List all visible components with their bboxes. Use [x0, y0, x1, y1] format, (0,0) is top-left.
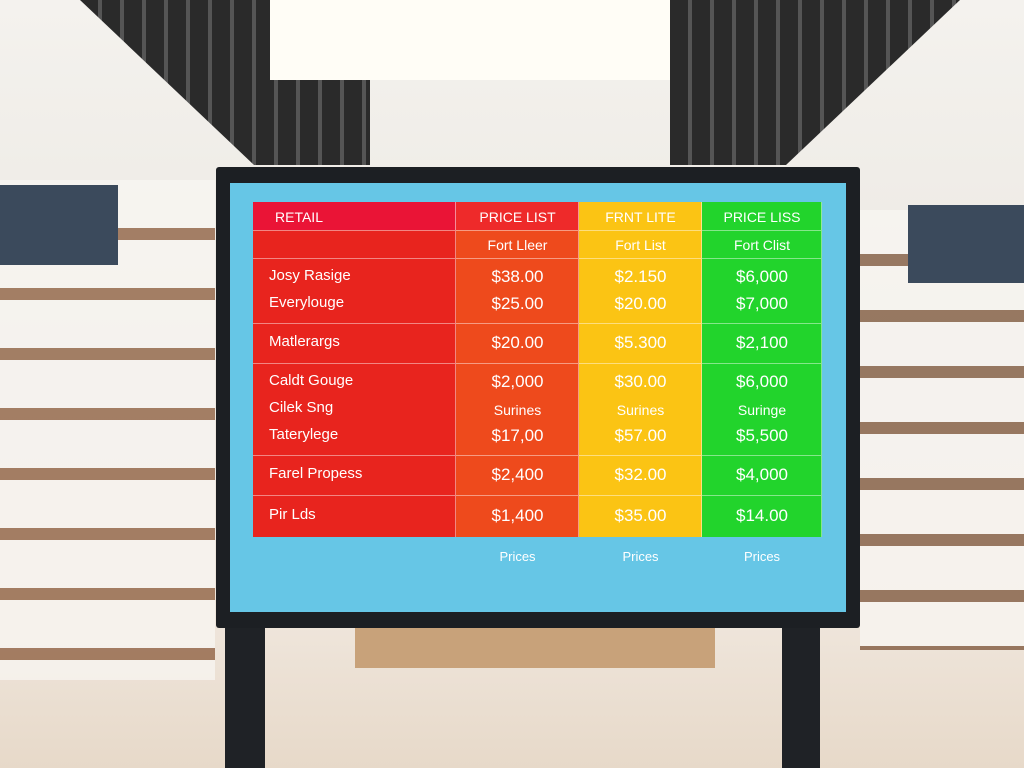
- footer-text: Prices: [499, 549, 536, 564]
- cell-note: Fort Clist: [734, 237, 790, 253]
- price: $20.00: [491, 333, 544, 352]
- row-label: Everylouge: [269, 294, 345, 311]
- table-cell: [702, 495, 822, 537]
- price: $20.00: [614, 294, 667, 313]
- price: $4,000: [736, 465, 788, 484]
- monitor-screen: RETAIL PRICE LIST FRNT LITE PRICE LISS Fort …: [230, 183, 846, 612]
- table-cell: [253, 258, 456, 323]
- table-cell: [702, 363, 822, 455]
- header-text: RETAIL: [275, 209, 323, 225]
- price: $7,000: [736, 294, 788, 313]
- table-cell: [702, 323, 822, 363]
- price: $2,400: [491, 465, 544, 484]
- row-label: Caldt Gouge: [269, 372, 354, 389]
- price: $2.150: [614, 267, 667, 286]
- sign-right: [908, 205, 1024, 283]
- footer-text: Prices: [743, 549, 781, 564]
- price: $6,000: [736, 372, 788, 391]
- row-label: Taterylege: [269, 426, 339, 443]
- price: $30.00: [614, 372, 667, 391]
- table-cell: [579, 363, 702, 455]
- row-label: Matlerargs: [269, 333, 340, 350]
- table-cell: [456, 258, 579, 323]
- row-label: Pir Lds: [269, 506, 316, 523]
- row-label: Cilek Sng: [269, 399, 334, 416]
- price: $5,500: [736, 426, 788, 445]
- counter: [355, 628, 715, 668]
- shelf-right: [860, 210, 1024, 650]
- stand-leg: [225, 620, 265, 768]
- header-cell: [253, 202, 456, 230]
- cell-note: Fort Lleer: [487, 237, 548, 253]
- price: $2,000: [491, 372, 544, 391]
- cell-note: Surines: [616, 402, 665, 418]
- table-cell: [579, 230, 702, 258]
- table-cell: [456, 495, 579, 537]
- table-cell: [456, 230, 579, 258]
- header-text: FRNT LITE: [605, 209, 676, 225]
- header-cell: [456, 202, 579, 230]
- row-label: Josy Rasige: [269, 267, 351, 284]
- price: $57.00: [614, 426, 667, 445]
- table-cell: [579, 495, 702, 537]
- header-cell: [579, 202, 702, 230]
- price: $38.00: [491, 267, 544, 286]
- price: $17,00: [491, 426, 544, 445]
- price: $25.00: [491, 294, 544, 313]
- table-cell: [579, 323, 702, 363]
- table-cell: [253, 495, 456, 537]
- table-cell: [456, 455, 579, 495]
- table-cell: [253, 323, 456, 363]
- table-cell: [579, 258, 702, 323]
- price: $5.300: [614, 333, 667, 352]
- table-cell: [253, 230, 456, 258]
- stand-leg: [782, 620, 820, 768]
- table-cell: [253, 455, 456, 495]
- price: $2,100: [736, 333, 788, 352]
- price: $14.00: [736, 506, 788, 525]
- price: $35.00: [614, 506, 667, 525]
- cell-note: Surines: [493, 402, 542, 418]
- table-cell: [702, 455, 822, 495]
- cell-note: Fort List: [615, 237, 666, 253]
- price: $1,400: [491, 506, 544, 525]
- row-label: Farel Propess: [269, 465, 363, 482]
- header-cell: [702, 202, 822, 230]
- header-text: PRICE LIST: [479, 209, 556, 225]
- table-cell: [456, 363, 579, 455]
- cell-note: Suringe: [737, 402, 787, 418]
- table-cell: [702, 230, 822, 258]
- price: $6,000: [736, 267, 788, 286]
- ceiling-right: [670, 0, 960, 165]
- table-cell: [702, 258, 822, 323]
- sign-left: [0, 185, 118, 265]
- table-cell: [456, 323, 579, 363]
- footer-text: Prices: [622, 549, 659, 564]
- header-text: PRICE LISS: [723, 209, 801, 225]
- table-cell: [253, 363, 456, 455]
- table-cell: [579, 455, 702, 495]
- price: $32.00: [614, 465, 667, 484]
